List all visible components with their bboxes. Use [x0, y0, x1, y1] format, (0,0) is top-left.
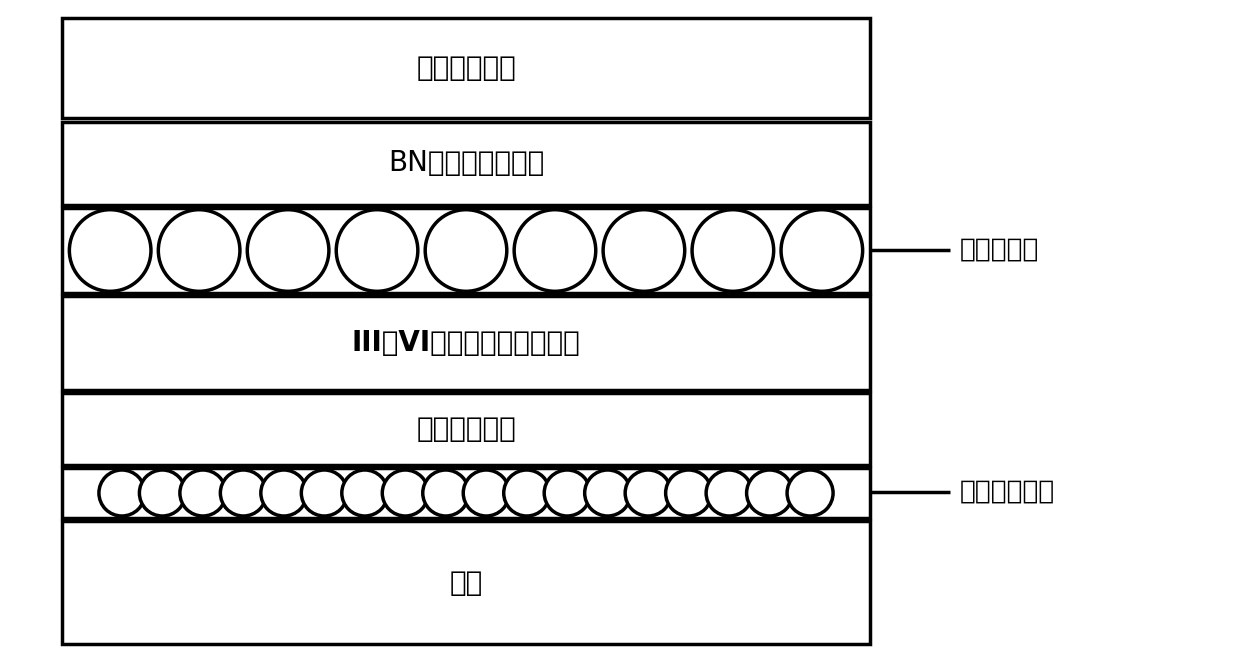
Bar: [62, 18, 870, 118]
Circle shape: [99, 470, 145, 516]
Bar: [62, 296, 870, 390]
Bar: [62, 208, 870, 293]
Text: 铁磁金属层: 铁磁金属层: [960, 237, 1039, 263]
Circle shape: [544, 470, 590, 516]
Bar: [62, 521, 870, 644]
Circle shape: [781, 210, 863, 291]
Circle shape: [625, 470, 671, 516]
Circle shape: [603, 210, 684, 291]
Circle shape: [425, 210, 507, 291]
Circle shape: [221, 470, 267, 516]
Text: 增强光吸收层: 增强光吸收层: [960, 479, 1055, 505]
Text: III－VI族硫属化物二维材料: III－VI族硫属化物二维材料: [352, 329, 580, 357]
Bar: [62, 122, 870, 205]
Circle shape: [464, 470, 510, 516]
Circle shape: [342, 470, 388, 516]
Circle shape: [423, 470, 469, 516]
Circle shape: [515, 210, 595, 291]
Text: 基底: 基底: [449, 569, 482, 596]
Circle shape: [301, 470, 347, 516]
Circle shape: [247, 210, 329, 291]
Circle shape: [180, 470, 226, 516]
Circle shape: [336, 210, 418, 291]
Text: 第二透明电极: 第二透明电极: [417, 54, 516, 82]
Circle shape: [139, 470, 186, 516]
Circle shape: [692, 210, 774, 291]
Bar: [62, 393, 870, 465]
Circle shape: [706, 470, 753, 516]
Circle shape: [260, 470, 306, 516]
Circle shape: [746, 470, 792, 516]
Circle shape: [787, 470, 833, 516]
Circle shape: [503, 470, 549, 516]
Text: 第一透明电极: 第一透明电极: [417, 415, 516, 443]
Circle shape: [666, 470, 712, 516]
Bar: [62, 468, 870, 518]
Text: BN二维材料保护层: BN二维材料保护层: [388, 150, 544, 177]
Circle shape: [585, 470, 631, 516]
Circle shape: [382, 470, 428, 516]
Circle shape: [159, 210, 239, 291]
Circle shape: [69, 210, 151, 291]
